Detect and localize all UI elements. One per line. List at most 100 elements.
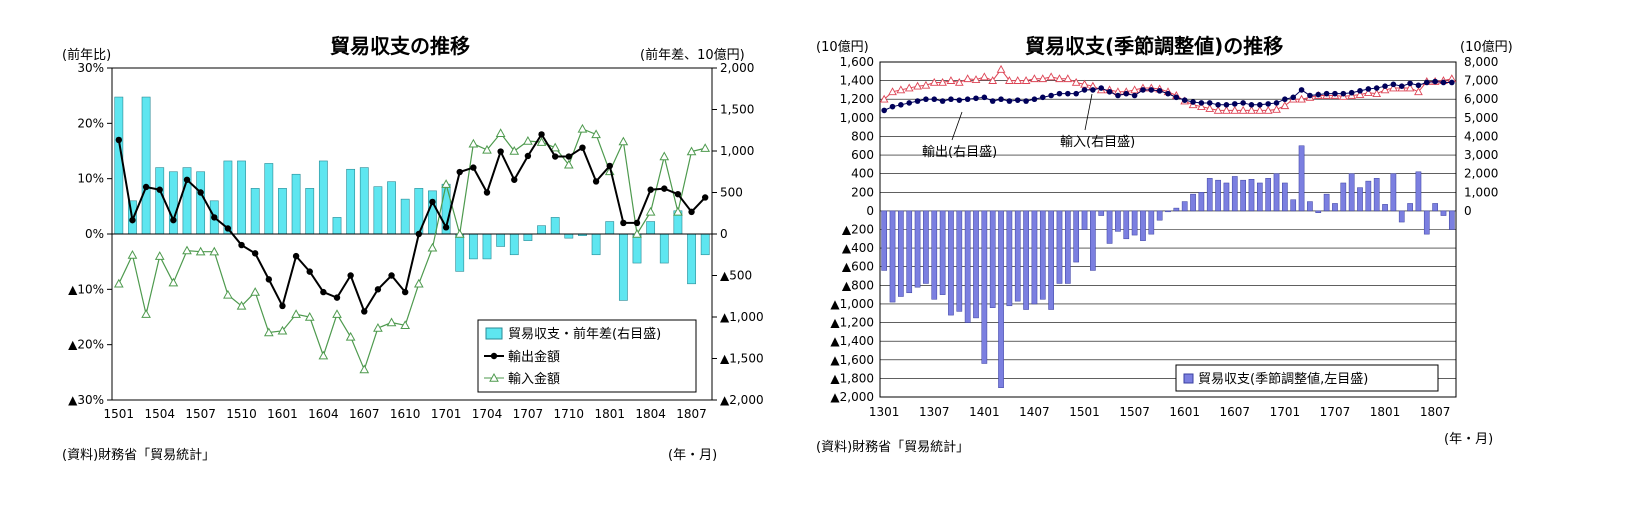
chart-title: 貿易収支(季節調整値)の推移 — [1025, 34, 1284, 58]
bar — [605, 221, 615, 235]
data-point — [1297, 94, 1306, 103]
data-point — [1131, 92, 1138, 99]
data-point — [686, 146, 697, 156]
bar — [1198, 192, 1205, 212]
bar — [956, 210, 963, 312]
legend-swatch-bar — [1183, 373, 1194, 384]
legend-label: 貿易収支・前年差(右目盛) — [508, 326, 661, 342]
bar — [646, 221, 656, 235]
data-point — [592, 178, 600, 185]
data-point — [168, 277, 179, 287]
data-point — [345, 331, 356, 341]
data-point — [223, 289, 233, 299]
bar — [1006, 210, 1013, 307]
left-tick-label: ▲20% — [68, 338, 104, 352]
data-point — [1198, 100, 1205, 106]
data-point — [1230, 105, 1240, 114]
data-point — [931, 96, 938, 103]
data-point — [633, 219, 641, 227]
data-point — [250, 287, 261, 296]
data-point — [1031, 96, 1038, 103]
bar — [428, 190, 437, 235]
data-point — [1090, 87, 1096, 93]
x-tick-label: 1501 — [1069, 405, 1100, 419]
data-point — [579, 144, 586, 151]
data-point — [577, 123, 588, 133]
source-note: (資料)財務省「貿易統計」 — [62, 448, 216, 463]
data-point — [1355, 90, 1365, 98]
data-point — [1098, 85, 1105, 91]
source-note: (資料)財務省「貿易統計」 — [816, 440, 970, 455]
x-tick-label: 1601 — [1169, 405, 1200, 419]
data-point — [442, 224, 450, 231]
data-point — [1357, 88, 1363, 94]
left-tick-label: ▲800 — [842, 278, 874, 292]
data-point — [413, 278, 424, 288]
data-point — [482, 144, 492, 154]
data-point — [565, 153, 573, 160]
bar — [305, 188, 315, 235]
data-point — [1073, 90, 1079, 97]
bar — [659, 233, 669, 264]
data-point — [632, 228, 642, 238]
data-point — [1390, 81, 1397, 88]
bar — [1415, 171, 1422, 212]
data-point — [896, 85, 906, 94]
bar — [1206, 178, 1213, 212]
bar — [618, 233, 628, 301]
data-point — [1315, 91, 1322, 98]
bar — [1265, 178, 1272, 212]
bar — [1106, 210, 1113, 244]
bar — [1123, 210, 1130, 240]
bar — [1432, 203, 1438, 212]
data-point — [1423, 79, 1430, 86]
x-tick-label: 1710 — [554, 407, 585, 421]
data-point — [1290, 94, 1297, 101]
data-point — [1257, 102, 1263, 108]
data-point — [429, 198, 436, 206]
data-point — [386, 317, 397, 327]
data-point — [1013, 76, 1023, 84]
data-point — [251, 250, 259, 257]
data-point — [197, 189, 204, 196]
bar — [1373, 178, 1380, 212]
data-point — [1348, 89, 1355, 96]
bar — [964, 210, 971, 323]
data-point — [1231, 101, 1238, 107]
data-point — [1030, 74, 1039, 83]
bar — [1215, 179, 1221, 212]
data-point — [400, 320, 411, 329]
data-point — [1023, 98, 1029, 104]
bar — [1240, 179, 1246, 212]
bar — [632, 233, 642, 264]
data-point — [998, 96, 1004, 103]
data-point — [904, 83, 914, 92]
data-point — [497, 148, 504, 155]
data-point — [182, 245, 192, 255]
bar — [948, 210, 954, 316]
bar — [1231, 176, 1238, 212]
left-tick-label: 1,600 — [840, 55, 874, 69]
bar — [889, 210, 896, 303]
data-point — [1440, 79, 1447, 86]
data-point — [1063, 74, 1073, 83]
left-tick-label: ▲1,200 — [830, 316, 874, 330]
data-point — [1415, 82, 1422, 89]
data-point — [946, 76, 956, 84]
x-tick-label: 1607 — [349, 407, 380, 421]
annotation-leader — [951, 111, 963, 141]
data-point — [1181, 97, 1188, 103]
right-axis-unit: (10億円) — [1460, 40, 1513, 55]
data-point — [1222, 105, 1231, 114]
data-point — [888, 87, 897, 96]
data-point — [881, 107, 887, 114]
data-point — [963, 74, 973, 83]
x-tick-label: 1610 — [390, 407, 421, 421]
bar — [1382, 204, 1388, 212]
right-tick-label: 6,000 — [1464, 92, 1498, 106]
bar — [1357, 187, 1363, 212]
bar — [1440, 210, 1447, 216]
data-point — [211, 214, 218, 221]
data-point — [1332, 90, 1338, 97]
bar — [1190, 193, 1196, 212]
